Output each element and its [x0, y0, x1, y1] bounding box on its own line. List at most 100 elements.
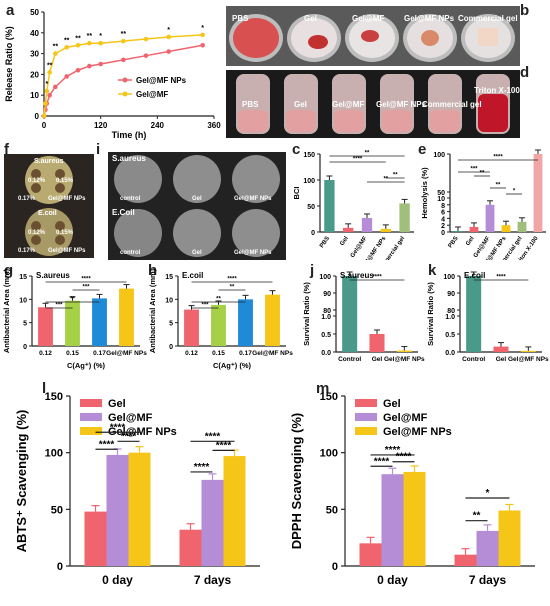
- chart-a-xtick-label: 120: [94, 121, 108, 130]
- photo-f-l2b: 0.15%: [56, 230, 74, 236]
- photo-d-label-1: PBS: [242, 100, 259, 109]
- dish-gel-mf: [345, 14, 399, 62]
- chart-m-ytick-label: 150: [320, 391, 338, 403]
- photo-i-col-1a: control: [120, 196, 141, 202]
- photo-d-label-2: Gel: [294, 100, 307, 109]
- chart-m-ylabel: DPPH Scavenging (%): [289, 413, 304, 550]
- chart-l-xtick-label: 7 days: [194, 573, 232, 587]
- chart-a-point: [121, 38, 126, 44]
- chart-g-xtick-label: 0.12: [39, 350, 52, 357]
- photo-d-tubes: PBS Gel Gel@MF Gel@MF NPs Commercial gel…: [226, 70, 520, 138]
- chart-e-sig-label: **: [496, 183, 501, 189]
- tube-commercial: [428, 74, 462, 134]
- chart-c-xtick-label: Gel@MF: [350, 235, 369, 259]
- photo-f-agar: S.aureus E.coil 0.12% 0.15% 0.17% Gel@MF…: [4, 154, 94, 258]
- chart-a-point: [64, 74, 69, 79]
- chart-a-sig-label: **: [47, 62, 53, 69]
- chart-m-xtick-label: 7 days: [469, 573, 507, 587]
- photo-d-label-3: Gel@MF: [332, 100, 365, 109]
- chart-l-sig-label: ****: [121, 431, 137, 442]
- chart-m-ytick-label: 0: [332, 561, 338, 573]
- chart-g-ytick-label: 0: [23, 344, 27, 351]
- chart-c-bar: [380, 228, 391, 232]
- chart-a-point: [200, 32, 205, 38]
- tube-gel: [284, 74, 318, 134]
- chart-k-bar: [466, 276, 482, 352]
- chart-g-ytick-label: 5: [23, 321, 27, 328]
- chart-a-ytick-label: 0: [35, 112, 40, 121]
- chart-k-xtick-label: Gel@MF NPs: [508, 356, 549, 363]
- photo-i-col-3a: Gel@MF NPs: [234, 196, 272, 202]
- chart-m-legend-label: Gel@MF: [383, 412, 428, 424]
- chart-a-ytick-label: 50: [30, 8, 39, 17]
- chart-e-ytick-label: 4: [441, 216, 445, 223]
- chart-a-sig-label: **: [53, 44, 59, 51]
- chart-k-ylabel: Survival Ratio (%): [426, 282, 435, 346]
- chart-e-ytick-label: 100: [433, 152, 445, 159]
- chart-l-bar: [128, 452, 151, 566]
- chart-h-xtick-label: 0.15: [212, 350, 225, 357]
- chart-g-antibacterial-saureus: 0 5 10 15 0.12 0.15 0.17 Gel@MF NPs Antibacteria…: [2, 268, 147, 370]
- chart-j-ytick-label: 90: [323, 291, 331, 298]
- tube-gel-mf-nps: [380, 74, 414, 134]
- panel-letter-e: e: [418, 141, 427, 158]
- chart-a-release-ratio: 0 10 20 30 40 50 0 120 240 360 Time (h) Release Rat…: [4, 8, 221, 140]
- chart-h-ytick-label: 0: [169, 344, 173, 351]
- chart-e-ytick-label: 0: [441, 230, 445, 237]
- chart-e-sig-label: ****: [493, 155, 503, 161]
- chart-a-ytick-label: 20: [30, 70, 39, 79]
- chart-k-bar: [493, 346, 509, 352]
- chart-m-legend-label: Gel: [383, 398, 401, 410]
- chart-l-sig-label: ****: [110, 422, 126, 433]
- photo-f-l3: 0.17%: [18, 196, 36, 202]
- chart-l-legend-swatch: [80, 399, 102, 407]
- chart-e-bar: [533, 154, 543, 232]
- photo-b-label-5: Commercial gel: [458, 14, 518, 23]
- chart-a-xtick-label: 0: [42, 121, 47, 130]
- chart-a-point: [98, 61, 103, 67]
- chart-g-title: S.aureus: [36, 271, 70, 280]
- chart-m-bar: [381, 474, 404, 566]
- chart-k-sig-label: ****: [496, 275, 506, 281]
- chart-e-xtick-label: Gel: [465, 235, 476, 247]
- chart-l-sig-label: ****: [194, 462, 210, 473]
- chart-k-ytick-label: 0.5: [445, 332, 455, 339]
- chart-g-xlabel: C(Ag⁺) (%): [67, 361, 106, 370]
- panel-letter-h: h: [148, 262, 158, 279]
- chart-c-sig-label: ****: [353, 157, 363, 163]
- photo-d-drawing: [236, 74, 510, 134]
- panel-letter-k: k: [428, 262, 437, 279]
- chart-a-point: [87, 63, 92, 69]
- chart-k-bar: [520, 350, 536, 352]
- chart-g-sig-label: **: [70, 297, 75, 303]
- photo-f-l2: 0.15%: [56, 178, 74, 184]
- photo-f-drawing: [25, 156, 73, 256]
- chart-j-bar: [396, 350, 412, 352]
- chart-a-sig-label: *: [201, 25, 204, 32]
- chart-l-ylabel: ABTS⁺ Scavenging (%): [14, 410, 29, 553]
- chart-l-bar: [106, 454, 129, 566]
- chart-g-ylabel: Antibacterial Area (mm): [2, 268, 11, 353]
- chart-c-ytick-label: 100: [303, 178, 315, 185]
- tube-gel-mf: [332, 74, 366, 134]
- chart-a-point: [53, 84, 58, 90]
- chart-h-title: E.coil: [182, 271, 203, 280]
- chart-e-sig-label: **: [480, 171, 485, 177]
- chart-h-xtick-label: 0.17: [239, 350, 252, 357]
- panel-letter-j: j: [310, 262, 315, 279]
- chart-j-survival-saureus: 0.0 0.5 1.080 90 100 Control Gel Gel@MF NPs Surv…: [302, 271, 425, 363]
- chart-k-xtick-label: Gel: [496, 356, 507, 363]
- chart-l-ytick-label: 50: [51, 504, 63, 516]
- chart-a-point: [47, 92, 52, 98]
- dish-pbs: [229, 14, 283, 62]
- chart-h-sig-label: ***: [201, 303, 209, 309]
- photo-i-col-2b: Gel: [192, 250, 202, 256]
- chart-j-xtick-label: Gel: [372, 356, 383, 363]
- chart-c-sig-label: **: [383, 177, 388, 183]
- chart-g-bar: [65, 300, 80, 346]
- chart-l-ytick-label: 150: [45, 391, 63, 403]
- photo-f-l4b: Gel@MF NPs: [48, 248, 86, 254]
- photo-d-label-6: Triton X-100: [474, 86, 520, 95]
- chart-l-bar: [179, 529, 202, 566]
